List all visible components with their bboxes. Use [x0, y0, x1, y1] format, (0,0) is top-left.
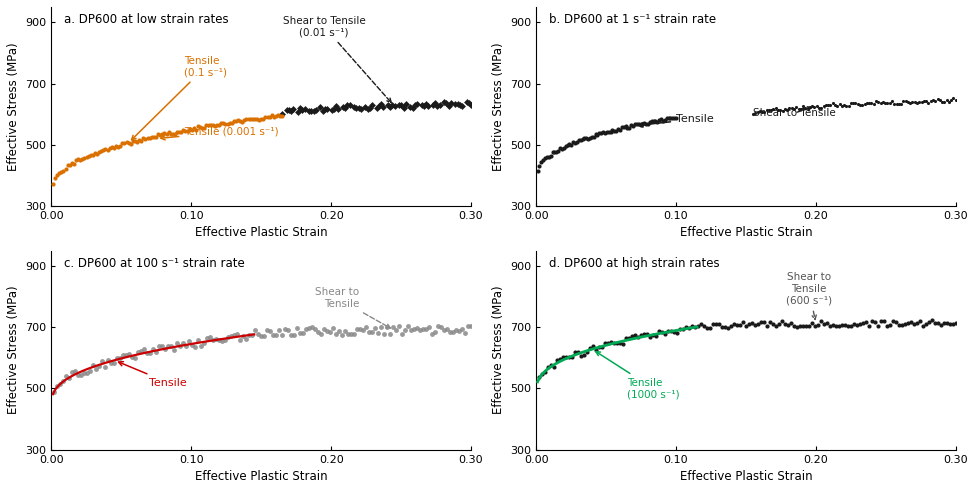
Y-axis label: Effective Stress (MPa): Effective Stress (MPa) — [7, 286, 20, 415]
Text: Tensile
(1000 s⁻¹): Tensile (1000 s⁻¹) — [596, 352, 680, 399]
X-axis label: Effective Plastic Strain: Effective Plastic Strain — [195, 226, 328, 240]
Text: Tensile (0.001 s⁻¹): Tensile (0.001 s⁻¹) — [161, 126, 279, 140]
Y-axis label: Effective Stress (MPa): Effective Stress (MPa) — [7, 42, 20, 171]
Text: c. DP600 at 100 s⁻¹ strain rate: c. DP600 at 100 s⁻¹ strain rate — [64, 257, 245, 270]
Text: Shear to
Tensile
(600 s⁻¹): Shear to Tensile (600 s⁻¹) — [786, 272, 832, 319]
Text: Tensile: Tensile — [639, 114, 714, 127]
Text: Tensile
(0.1 s⁻¹): Tensile (0.1 s⁻¹) — [132, 56, 227, 140]
Text: Shear to Tensile
(0.01 s⁻¹): Shear to Tensile (0.01 s⁻¹) — [283, 16, 391, 102]
Text: Shear to
Tensile: Shear to Tensile — [315, 287, 390, 328]
X-axis label: Effective Plastic Strain: Effective Plastic Strain — [195, 470, 328, 483]
Text: b. DP600 at 1 s⁻¹ strain rate: b. DP600 at 1 s⁻¹ strain rate — [549, 13, 716, 26]
X-axis label: Effective Plastic Strain: Effective Plastic Strain — [680, 226, 812, 240]
Text: d. DP600 at high strain rates: d. DP600 at high strain rates — [549, 257, 720, 270]
Text: a. DP600 at low strain rates: a. DP600 at low strain rates — [64, 13, 229, 26]
Text: Shear to Tensile: Shear to Tensile — [753, 107, 836, 118]
Y-axis label: Effective Stress (MPa): Effective Stress (MPa) — [491, 286, 505, 415]
X-axis label: Effective Plastic Strain: Effective Plastic Strain — [680, 470, 812, 483]
Y-axis label: Effective Stress (MPa): Effective Stress (MPa) — [491, 42, 505, 171]
Text: Tensile: Tensile — [119, 362, 187, 388]
